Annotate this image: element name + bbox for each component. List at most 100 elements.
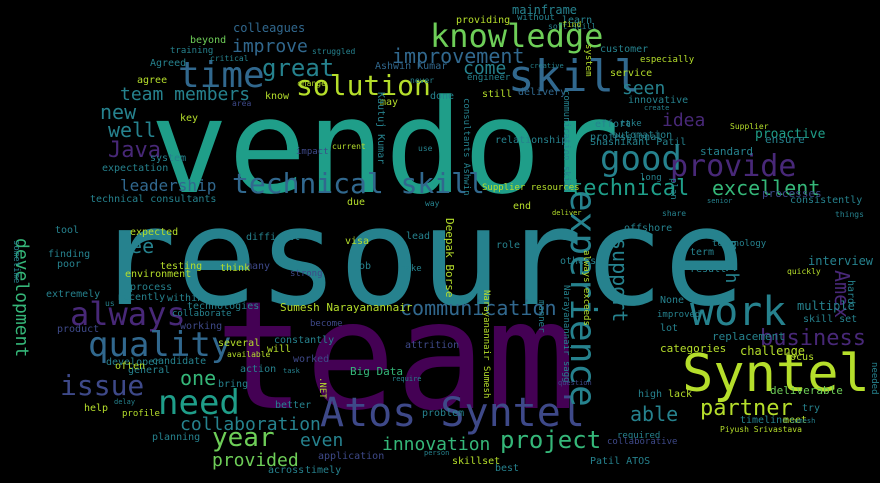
cloud-word: plan — [668, 178, 678, 200]
cloud-word: need — [158, 383, 240, 423]
cloud-word: idea — [662, 110, 706, 131]
cloud-word: done — [430, 91, 455, 102]
cloud-word: Agreed — [150, 58, 187, 69]
cloud-word: always — [70, 295, 186, 333]
cloud-word: visa — [345, 236, 370, 247]
cloud-word: often — [115, 361, 146, 372]
cloud-word: support — [608, 238, 632, 323]
cloud-word: creative — [530, 62, 564, 70]
cloud-word: us — [105, 299, 115, 308]
cloud-word: knowledge — [430, 17, 604, 55]
cloud-word: training — [170, 46, 214, 56]
cloud-word: technical — [570, 176, 690, 201]
cloud-word: engineer — [467, 73, 511, 83]
cloud-word: role — [496, 240, 521, 251]
cloud-word: consistently — [790, 195, 863, 206]
cloud-word: high — [638, 389, 663, 400]
cloud-word: Piyush Srivastava — [720, 425, 802, 434]
cloud-word: skillset — [452, 456, 501, 467]
cloud-word: critical — [210, 54, 249, 63]
cloud-word: finding — [48, 249, 91, 260]
cloud-word: extremely — [46, 289, 101, 300]
cloud-word: relationship — [495, 135, 568, 146]
cloud-word: change — [297, 79, 326, 88]
cloud-word: see — [118, 234, 155, 258]
cloud-word: colleagues — [233, 21, 306, 35]
cloud-word: constantly — [274, 335, 335, 346]
cloud-word: expectation — [102, 163, 169, 174]
cloud-word: work — [690, 289, 787, 335]
cloud-word: term — [690, 247, 715, 258]
cloud-word: mainframe — [512, 3, 578, 17]
cloud-word: way — [425, 199, 440, 208]
cloud-word: difficult — [246, 232, 301, 243]
cloud-word: agree — [137, 75, 168, 86]
cloud-word: year — [212, 423, 275, 453]
cloud-word: struggled — [312, 47, 356, 56]
cloud-word: product — [57, 324, 100, 335]
cloud-word: needed — [869, 362, 879, 395]
cloud-word: available — [227, 350, 271, 359]
cloud-word: proactive — [755, 127, 826, 142]
cloud-word: Shashikant Patil — [590, 137, 687, 148]
cloud-word: ensure — [765, 133, 805, 146]
cloud-word: lack — [668, 389, 693, 400]
cloud-word: use — [418, 144, 433, 153]
cloud-word: share — [662, 209, 687, 218]
cloud-word: better — [275, 400, 312, 411]
cloud-word: Deepak Borse — [443, 218, 456, 298]
cloud-word: issue — [60, 369, 145, 402]
cloud-word: task — [283, 367, 300, 375]
cloud-word: candidate — [152, 356, 207, 367]
cloud-word: Patil ATOS — [590, 456, 651, 467]
cloud-word: communication skill — [561, 90, 571, 193]
cloud-word: provide — [670, 149, 797, 184]
cloud-word: excellent — [712, 176, 821, 200]
cloud-word: become — [310, 319, 343, 329]
cloud-word: planning — [152, 432, 201, 443]
cloud-word: across — [268, 465, 305, 476]
cloud-word: leadership — [120, 176, 217, 195]
cloud-word: effort — [595, 119, 632, 130]
cloud-word: lot — [660, 323, 679, 334]
cloud-word: never — [410, 76, 435, 85]
cloud-word: environment — [125, 269, 192, 280]
cloud-word: .NET — [317, 377, 327, 399]
cloud-word: delay — [114, 398, 136, 406]
cloud-word: Sumesh — [790, 417, 816, 425]
cloud-word: technical skill — [232, 167, 485, 200]
cloud-word: timely — [305, 465, 342, 476]
cloud-word: business — [760, 326, 866, 351]
cloud-word: lead — [406, 231, 431, 242]
cloud-word: general — [128, 365, 171, 376]
cloud-word: project — [500, 426, 602, 454]
cloud-word: improvement — [392, 44, 525, 68]
cloud-word: automation — [612, 130, 673, 141]
cloud-word: improve — [232, 36, 308, 57]
cloud-word: help — [84, 403, 109, 414]
cloud-word: technical consultants — [90, 194, 217, 205]
cloud-word: Ashwin Kumar — [375, 61, 448, 72]
cloud-word: improved — [657, 310, 701, 320]
cloud-word: find — [562, 20, 582, 29]
cloud-word: None — [660, 295, 685, 306]
cloud-word: impact — [296, 147, 329, 157]
cloud-word: vendor — [150, 71, 620, 223]
cloud-word: standard — [700, 145, 753, 158]
cloud-word: time — [178, 55, 265, 96]
cloud-word: deliver — [552, 209, 582, 217]
cloud-word: providing — [456, 15, 511, 26]
cloud-word: within — [167, 293, 204, 304]
cloud-word: come — [463, 58, 507, 79]
cloud-word: working — [180, 321, 223, 332]
cloud-word: long — [640, 173, 662, 183]
cloud-word: Supplier — [730, 122, 769, 131]
cloud-word: seen — [622, 78, 666, 99]
cloud-word: action — [240, 364, 277, 375]
cloud-word: Big Data — [350, 365, 403, 378]
cloud-word: area — [232, 99, 252, 108]
cloud-word: Narayanannair Sumesh — [481, 290, 491, 399]
cloud-word: customer — [600, 44, 649, 55]
cloud-word: result — [690, 264, 727, 275]
cloud-word: innovative — [628, 95, 689, 106]
